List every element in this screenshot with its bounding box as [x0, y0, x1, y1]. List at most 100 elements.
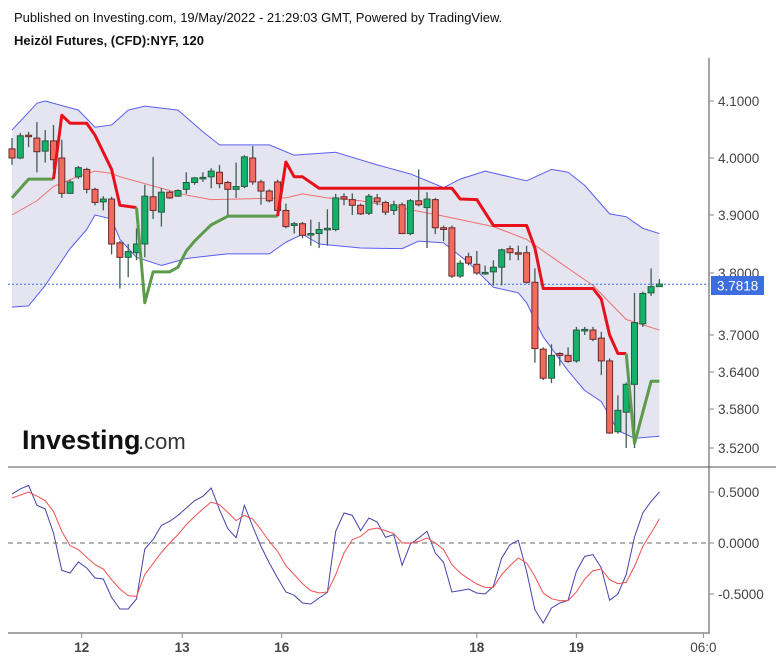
- candle: [647, 268, 655, 296]
- candle-body-down: [398, 204, 406, 235]
- candle: [514, 245, 522, 261]
- candle-body-down: [116, 242, 124, 258]
- candle-body-up: [406, 200, 414, 235]
- candle-body-down: [257, 181, 265, 192]
- candle: [182, 172, 190, 194]
- candle-body-up: [572, 329, 580, 362]
- candle: [473, 250, 481, 275]
- candle: [365, 193, 373, 215]
- candle: [406, 199, 414, 236]
- time-tick-label: 16: [274, 640, 290, 655]
- candle: [33, 122, 41, 173]
- candle-body-up: [639, 292, 647, 325]
- candle: [108, 196, 116, 255]
- candle-body-down: [299, 223, 306, 236]
- last-price-label: 3.7818: [717, 279, 758, 294]
- candle-body-down: [357, 204, 365, 215]
- bollinger-band-fill: [12, 101, 660, 439]
- candle: [531, 268, 539, 363]
- supertrend-up-line: [10, 177, 54, 199]
- published-caption: Published on Investing.com, 19/May/2022 …: [14, 10, 502, 25]
- candle-body-down: [473, 263, 481, 274]
- candle: [448, 225, 456, 278]
- last-price-box: [711, 276, 764, 295]
- candle: [431, 197, 439, 235]
- candle-body-down: [224, 182, 232, 190]
- logo-suffix: .com: [138, 429, 186, 454]
- candle: [299, 221, 306, 239]
- candle: [166, 191, 174, 200]
- candle-body-up: [489, 266, 497, 273]
- candle-body-down: [440, 227, 448, 230]
- candle-body-up: [655, 283, 663, 288]
- candle: [556, 352, 564, 366]
- candle: [257, 179, 265, 205]
- candle: [456, 260, 464, 278]
- price-axis[interactable]: 4.10004.00003.90003.80003.70003.64003.58…: [709, 94, 759, 456]
- candle-body-up: [174, 189, 182, 197]
- candle: [41, 130, 49, 163]
- candle-body-down: [523, 252, 531, 283]
- candle: [539, 347, 547, 381]
- candle: [572, 326, 580, 363]
- candle: [232, 162, 240, 198]
- candle-body-down: [166, 191, 174, 199]
- candle-body-down: [506, 248, 514, 254]
- candle: [332, 193, 340, 232]
- candle-body-up: [207, 170, 215, 178]
- last-price-tag: 3.7818: [711, 276, 764, 295]
- candle: [606, 358, 614, 434]
- oscillator-signal-line: [11, 491, 660, 602]
- time-tick-label: 13: [175, 640, 191, 655]
- candle: [548, 344, 555, 384]
- price-tick-label: 3.5200: [718, 441, 759, 456]
- oscillator-tick-label: 0.5000: [718, 485, 759, 500]
- candle: [340, 193, 348, 206]
- candle-body-up: [365, 195, 373, 214]
- supertrend-down-line: [276, 160, 627, 355]
- candle: [191, 176, 199, 185]
- candle-body-down: [216, 171, 223, 185]
- candle: [216, 164, 223, 189]
- candle: [149, 156, 157, 220]
- candle: [91, 187, 99, 206]
- candle-body-up: [74, 167, 82, 178]
- candle-body-down: [514, 252, 522, 255]
- candle-body-up: [141, 195, 149, 245]
- candle-body-up: [240, 156, 248, 187]
- candle-body-up: [66, 181, 74, 194]
- candle-body-down: [415, 200, 423, 206]
- candle: [74, 165, 82, 180]
- candle: [631, 292, 638, 448]
- price-tick-label: 4.1000: [718, 94, 759, 109]
- supertrend-down-line: [52, 113, 137, 210]
- candle: [357, 203, 365, 215]
- candle: [249, 146, 257, 185]
- candle: [207, 168, 215, 189]
- candle-body-down: [83, 168, 91, 190]
- candle: [398, 202, 406, 235]
- candle: [581, 326, 589, 335]
- time-tick-label: 12: [74, 640, 89, 655]
- candle-body-up: [307, 233, 315, 236]
- candle: [290, 221, 298, 234]
- candle-body-down: [465, 256, 472, 264]
- candle: [440, 225, 448, 242]
- candle-body-up: [631, 322, 638, 385]
- candle: [323, 209, 331, 246]
- price-panel: [8, 100, 709, 448]
- candle: [655, 279, 663, 288]
- oscillator-tick-label: -0.5000: [718, 587, 764, 602]
- candle: [282, 203, 290, 229]
- candle-body-down: [564, 354, 572, 363]
- candle-body-down: [556, 353, 564, 356]
- candle-body-down: [340, 196, 348, 200]
- candle: [639, 291, 647, 327]
- candle-body-up: [41, 140, 49, 152]
- candle: [16, 132, 24, 160]
- oscillator-axis[interactable]: 0.5000 0.0000 -0.5000: [709, 485, 764, 602]
- candle: [614, 395, 622, 434]
- oscillator-tick-label: 0.0000: [718, 536, 759, 551]
- time-axis[interactable]: 12 13 16 18 19 06:0: [74, 633, 717, 655]
